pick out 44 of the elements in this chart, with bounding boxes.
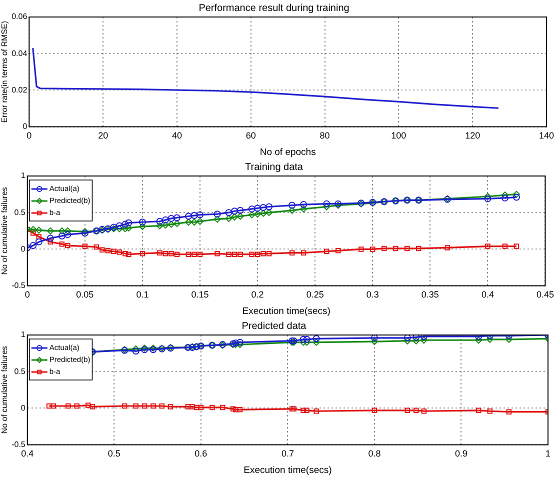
y-tick-label: 0.5 — [14, 366, 26, 376]
x-tick-label: 0.35 — [421, 290, 439, 300]
x-tick-label: 0.1 — [136, 290, 149, 300]
y-axis-title: No of cumulative failures — [0, 346, 10, 434]
y-tick-label: -0.5 — [12, 440, 26, 450]
y-tick-label: 0 — [20, 244, 26, 254]
x-tick-label: 0.9 — [454, 448, 468, 459]
x-axis-title: No of epochs — [260, 146, 316, 158]
x-tick-label: 120 — [465, 130, 480, 141]
chart-title: Performance result during training — [198, 2, 350, 14]
x-tick-label: 0.05 — [76, 290, 94, 300]
x-tick-label: 0.45 — [536, 290, 554, 300]
x-tick-label: 0.4 — [21, 448, 34, 459]
x-tick-label: 0.7 — [281, 448, 294, 459]
x-tick-label: 60 — [246, 130, 256, 141]
y-tick-label: 0.06 — [12, 12, 28, 22]
y-tick-label: 0 — [20, 403, 26, 412]
x-tick-label: 0.5 — [108, 448, 120, 459]
y-tick-label: 0 — [22, 122, 28, 132]
x-axis-title: Execution time(secs) — [244, 464, 332, 476]
x-tick-label: 1 — [545, 448, 551, 459]
y-tick-label: 0.04 — [12, 48, 28, 58]
chart-title: Predicted data — [242, 320, 307, 332]
x-tick-label: 140 — [538, 130, 554, 141]
x-tick-label: 100 — [391, 130, 406, 141]
x-tick-label: 20 — [98, 130, 108, 141]
x-tick-label: 0.6 — [194, 448, 208, 459]
x-tick-label: 0.15 — [191, 290, 209, 300]
x-tick-label: 0.8 — [368, 448, 381, 459]
y-tick-label: 1 — [20, 330, 26, 340]
y-tick-label: 1 — [20, 171, 26, 180]
y-axis-title: Error rate(in terms of RMSE) — [0, 20, 10, 123]
chart-title: Training data — [245, 162, 304, 173]
y-tick-label: 0.02 — [12, 85, 28, 94]
y-tick-label: -0.5 — [12, 281, 26, 290]
x-tick-label: 0.3 — [366, 290, 379, 300]
x-axis-title: Execution time(secs) — [242, 306, 330, 317]
y-axis-title: No of cumulative failures — [0, 187, 10, 275]
x-tick-label: 0.2 — [251, 290, 264, 300]
x-tick-label: 0.25 — [306, 290, 324, 300]
y-tick-label: 0.5 — [14, 208, 26, 217]
x-tick-label: 40 — [172, 130, 182, 141]
x-tick-label: 80 — [320, 130, 330, 141]
x-tick-label: 0.4 — [481, 290, 494, 300]
